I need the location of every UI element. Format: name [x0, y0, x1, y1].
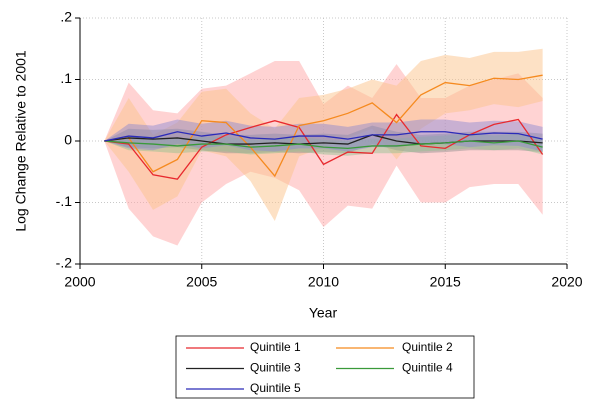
- x-tick-label: 2005: [186, 274, 217, 290]
- legend-label: Quintile 1: [250, 340, 301, 354]
- x-tick-label: 2020: [551, 274, 582, 290]
- x-tick-label: 2015: [430, 274, 461, 290]
- confidence-band: [104, 125, 543, 154]
- series-line: [104, 74, 543, 178]
- x-tick-label: 2000: [64, 274, 95, 290]
- x-tick-label: 2010: [308, 274, 339, 290]
- y-tick-label: .2: [60, 9, 72, 25]
- y-axis-label: Log Change Relative to 2001: [13, 50, 29, 232]
- y-tick-label: 0: [64, 132, 72, 148]
- legend-label: Quintile 5: [250, 381, 301, 395]
- y-tick-label: -.2: [56, 255, 73, 271]
- legend-label: Quintile 4: [402, 361, 453, 375]
- confidence-band: [104, 48, 543, 221]
- x-axis-label: Year: [309, 305, 338, 321]
- legend-label: Quintile 3: [250, 361, 301, 375]
- legend-label: Quintile 2: [402, 340, 453, 354]
- series-line: [104, 140, 543, 150]
- series-line: [104, 131, 543, 142]
- legend-box: [175, 335, 475, 399]
- y-tick-label: -.1: [56, 193, 73, 209]
- y-tick-label: .1: [60, 70, 72, 86]
- confidence-band: [104, 133, 543, 156]
